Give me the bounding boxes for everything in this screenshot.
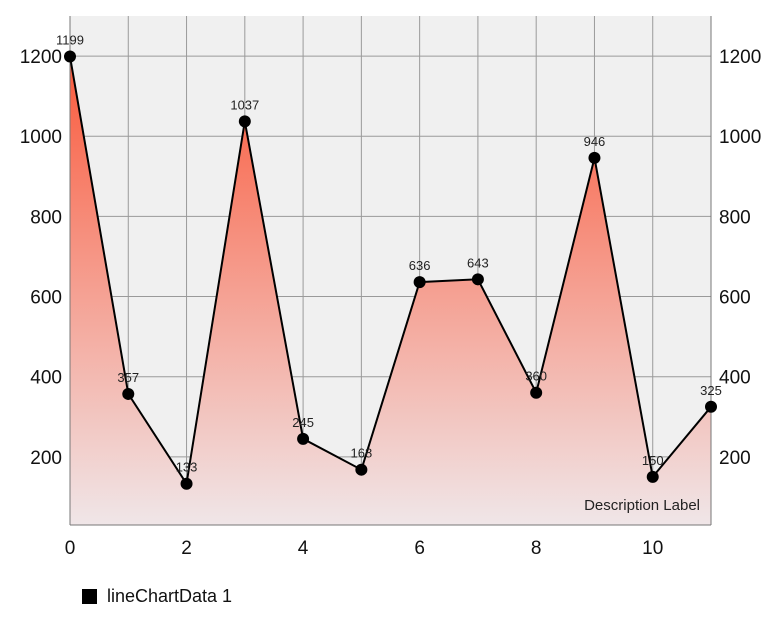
data-point (588, 151, 601, 164)
data-point (413, 276, 426, 289)
data-label: 643 (467, 255, 489, 270)
data-label: 1199 (56, 32, 84, 47)
axes (69, 16, 712, 526)
y-tick-label-left: 1000 (20, 127, 62, 148)
data-point (471, 273, 484, 286)
data-label: 245 (292, 415, 314, 430)
data-label: 357 (117, 370, 139, 385)
x-tick-label: 6 (414, 538, 425, 559)
y-tick-label-right: 600 (719, 288, 751, 309)
legend-label: lineChartData 1 (107, 586, 233, 606)
data-point (530, 386, 543, 399)
data-label: 325 (700, 383, 722, 398)
y-tick-label-left: 600 (30, 288, 62, 309)
y-tick-label-right: 800 (719, 207, 751, 228)
data-labels: 1199 357 133 1037 245 168 636 643 360 946 150 325 (56, 32, 722, 474)
data-point (64, 50, 76, 63)
data-point (122, 387, 135, 400)
data-label: 1037 (230, 97, 259, 112)
legend: lineChartData 1 (82, 586, 232, 607)
x-tick-label: 4 (298, 538, 309, 559)
data-point (705, 400, 717, 413)
tick-labels: 0 2 4 6 8 10 200 200 400 400 600 600 800 800 1000 1000 1… (20, 47, 762, 559)
data-label: 168 (351, 446, 373, 461)
data-point (646, 470, 659, 483)
y-tick-label-right: 1000 (719, 127, 761, 148)
data-label: 360 (525, 369, 547, 384)
x-tick-label: 0 (65, 538, 76, 559)
y-tick-label-left: 400 (30, 368, 62, 389)
data-point (180, 477, 193, 490)
y-tick-label-right: 200 (719, 448, 751, 469)
y-tick-label-left: 800 (30, 207, 62, 228)
data-label: 636 (409, 258, 431, 273)
data-label: 150 (642, 453, 664, 468)
legend-swatch (82, 589, 97, 604)
y-tick-label-right: 1200 (719, 47, 761, 68)
data-label: 946 (584, 134, 606, 149)
description-label: Description Label (584, 497, 700, 514)
y-tick-label-right: 400 (719, 368, 751, 389)
y-tick-label-left: 1200 (20, 47, 62, 68)
y-tick-label-left: 200 (30, 448, 62, 469)
x-tick-label: 2 (181, 538, 192, 559)
data-point (297, 432, 310, 445)
area-fill (70, 56, 711, 525)
data-label: 133 (176, 460, 198, 475)
x-tick-label: 10 (642, 538, 663, 559)
markers (64, 50, 717, 490)
data-point (238, 115, 251, 128)
data-point (355, 463, 368, 476)
series-line (69, 56, 712, 487)
x-tick-label: 8 (531, 538, 542, 559)
